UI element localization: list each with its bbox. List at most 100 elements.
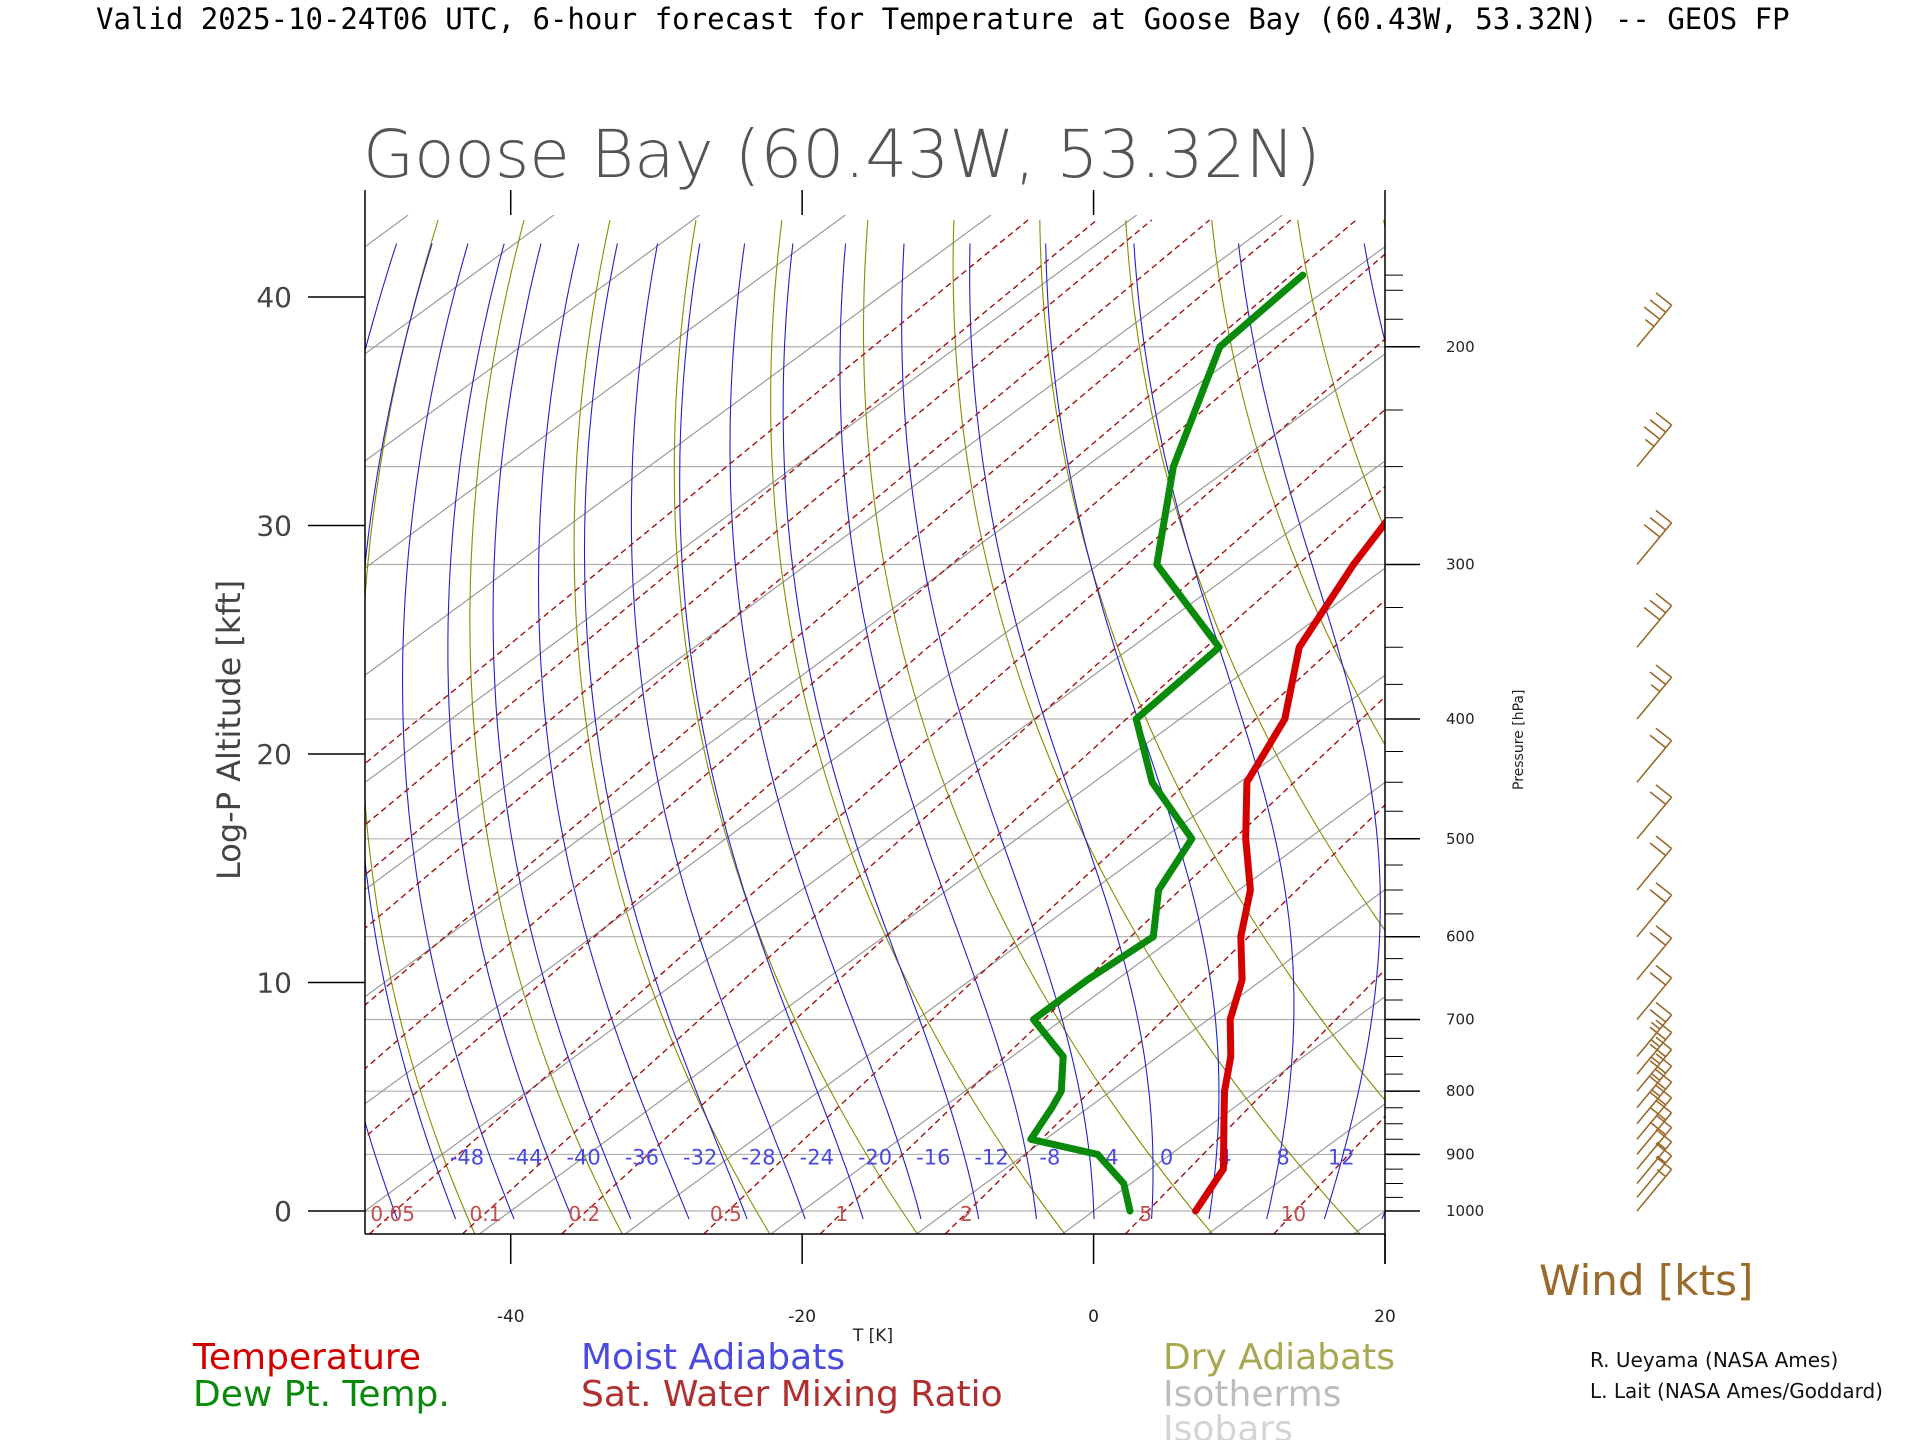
mixing-ratio-label: 0.5 (710, 1202, 742, 1226)
dry-adiabat-line (4, 220, 180, 1234)
wind-barb-flag (1655, 509, 1673, 524)
wind-barb-flag (1644, 318, 1655, 328)
wind-barb-flag (1655, 784, 1673, 798)
mixing-ratio-line (1433, 220, 1920, 1234)
isotherm-label: 12 (1328, 1145, 1355, 1169)
wind-barb-flag (1643, 524, 1661, 538)
y-tick-label: 0 (274, 1195, 292, 1228)
legend-mixing-ratio: Sat. Water Mixing Ratio (581, 1374, 1003, 1415)
mixing-ratio-line (365, 253, 1385, 1139)
dry-adiabat-line (365, 219, 476, 1234)
moist-adiabat-line (583, 243, 748, 1220)
y-axis-ticks: 0 10 20 30 40 (256, 281, 365, 1228)
wind-barb-flag (1643, 606, 1661, 621)
wind-barb-flag (1650, 1056, 1661, 1065)
wind-barb-staff (1636, 894, 1673, 938)
wind-barb-flag (1655, 925, 1673, 939)
x-axis-ticks: -40 -20 0 20 (497, 1234, 1396, 1327)
wind-barb-flag (1649, 299, 1667, 313)
moist-adiabat-line (1045, 243, 1220, 1220)
wind-barb (1636, 964, 1673, 1021)
moist-adiabat-line (447, 243, 573, 1220)
legend-moist-adiabats: Moist Adiabats (581, 1337, 845, 1378)
legend-dewpoint: Dew Pt. Temp. (193, 1374, 450, 1415)
wind-barb-staff (1636, 977, 1673, 1021)
legend-isobars: Isobars (1163, 1409, 1293, 1440)
isotherm-label: -36 (625, 1145, 659, 1169)
x-tick-label: -20 (788, 1307, 816, 1327)
wind-barb-flag (1649, 1026, 1667, 1041)
isotherm-label: -8 (1039, 1145, 1060, 1169)
isotherm-label: 8 (1276, 1145, 1289, 1169)
mixing-ratio-line (365, 219, 1153, 876)
dry-adiabat-line (952, 219, 1361, 1234)
moist-adiabat-line (365, 243, 457, 1220)
moist-adiabat-line (402, 243, 515, 1220)
wind-barb-staff (1636, 1097, 1673, 1140)
wind-barb (1636, 1001, 1673, 1058)
wind-barb-flag (1655, 1001, 1673, 1016)
isotherm-line (365, 245, 1385, 998)
series-dewpoint-line (1027, 271, 1307, 1215)
y-tick-label: 20 (256, 738, 292, 771)
isotherm-label: -24 (800, 1145, 834, 1169)
isotherm-label: -32 (683, 1145, 717, 1169)
isotherm-line (1499, 215, 1920, 1234)
moist-adiabat-line (782, 243, 980, 1220)
wind-barb-flag (1655, 1142, 1673, 1157)
wind-barb-flag (1655, 1156, 1673, 1171)
wind-barb-staff (1636, 676, 1673, 720)
isotherm-labels: -48 -44 -40 -36 -32 -28 -24 -20 -16 -12 -8 -4 0 4 8 12 (450, 1145, 1355, 1169)
x-tick-label: 20 (1374, 1307, 1396, 1327)
wind-barb-staff (1636, 937, 1673, 981)
dry-adiabat-line (1727, 220, 1920, 1234)
wind-barb-flag (1649, 734, 1667, 749)
pressure-tick-label: 400 (1446, 710, 1475, 728)
wind-barb-staff (1636, 304, 1673, 348)
mixing-ratio-label: 0.1 (469, 1202, 501, 1226)
wind-barb-flag (1649, 599, 1667, 614)
pressure-axis-ticks: 200 300 400 500 600 700 800 900 1000 (1385, 274, 1484, 1220)
isotherm-line (1207, 1103, 1385, 1234)
mixing-ratio-line (819, 695, 1385, 1234)
dry-adiabat-line (1899, 220, 1920, 1234)
wind-barb-staff (1636, 1112, 1673, 1155)
series-layer (1027, 271, 1385, 1215)
mixing-ratio-label: 5 (1139, 1202, 1152, 1226)
mixing-ratio-line (365, 219, 1211, 930)
wind-barb-flag (1650, 1021, 1661, 1030)
y-tick-label: 30 (256, 510, 292, 543)
mixing-ratio-label: 10 (1281, 1202, 1306, 1226)
dry-adiabat-line (1556, 220, 1920, 1234)
chart-header: Valid 2025-10-24T06 UTC, 6-hour forecast… (96, 2, 1790, 36)
moist-adiabat-line (729, 243, 922, 1220)
isotherm-line (624, 674, 1385, 1234)
wind-barb-staff (1636, 740, 1673, 783)
wind-barb (1636, 1036, 1673, 1092)
wind-barb (1636, 509, 1673, 566)
pressure-tick-label: 800 (1446, 1082, 1475, 1100)
mixing-ratio-label: 0.2 (568, 1202, 600, 1226)
wind-barb-flag (1643, 426, 1661, 440)
wind-barb-flag (1655, 292, 1673, 306)
isotherm-line (365, 353, 1385, 1105)
wind-barb (1636, 592, 1673, 648)
isotherm-label: -44 (508, 1145, 542, 1169)
isotherm-line (365, 215, 700, 462)
wind-barb (1636, 1019, 1673, 1075)
wind-barb-flag (1644, 438, 1655, 447)
wind-barb-flag (1650, 684, 1661, 693)
legend-isotherms: Isotherms (1163, 1374, 1341, 1415)
moist-adiabat-line (1237, 243, 1381, 1220)
x-axis-title: T [K] (852, 1326, 893, 1346)
wind-barb (1636, 784, 1673, 840)
moist-adiabat-line (492, 243, 632, 1220)
mixing-ratio-line (1273, 1115, 1385, 1234)
wind-barb-flag (1649, 791, 1667, 805)
isotherm-line (365, 460, 1385, 1212)
moist-adiabat-line (1363, 243, 1385, 1220)
dry-adiabat-line (770, 219, 1066, 1234)
wind-barb-staff (1636, 1168, 1673, 1212)
credit-2: L. Lait (NASA Ames/Goddard) (1590, 1379, 1883, 1403)
